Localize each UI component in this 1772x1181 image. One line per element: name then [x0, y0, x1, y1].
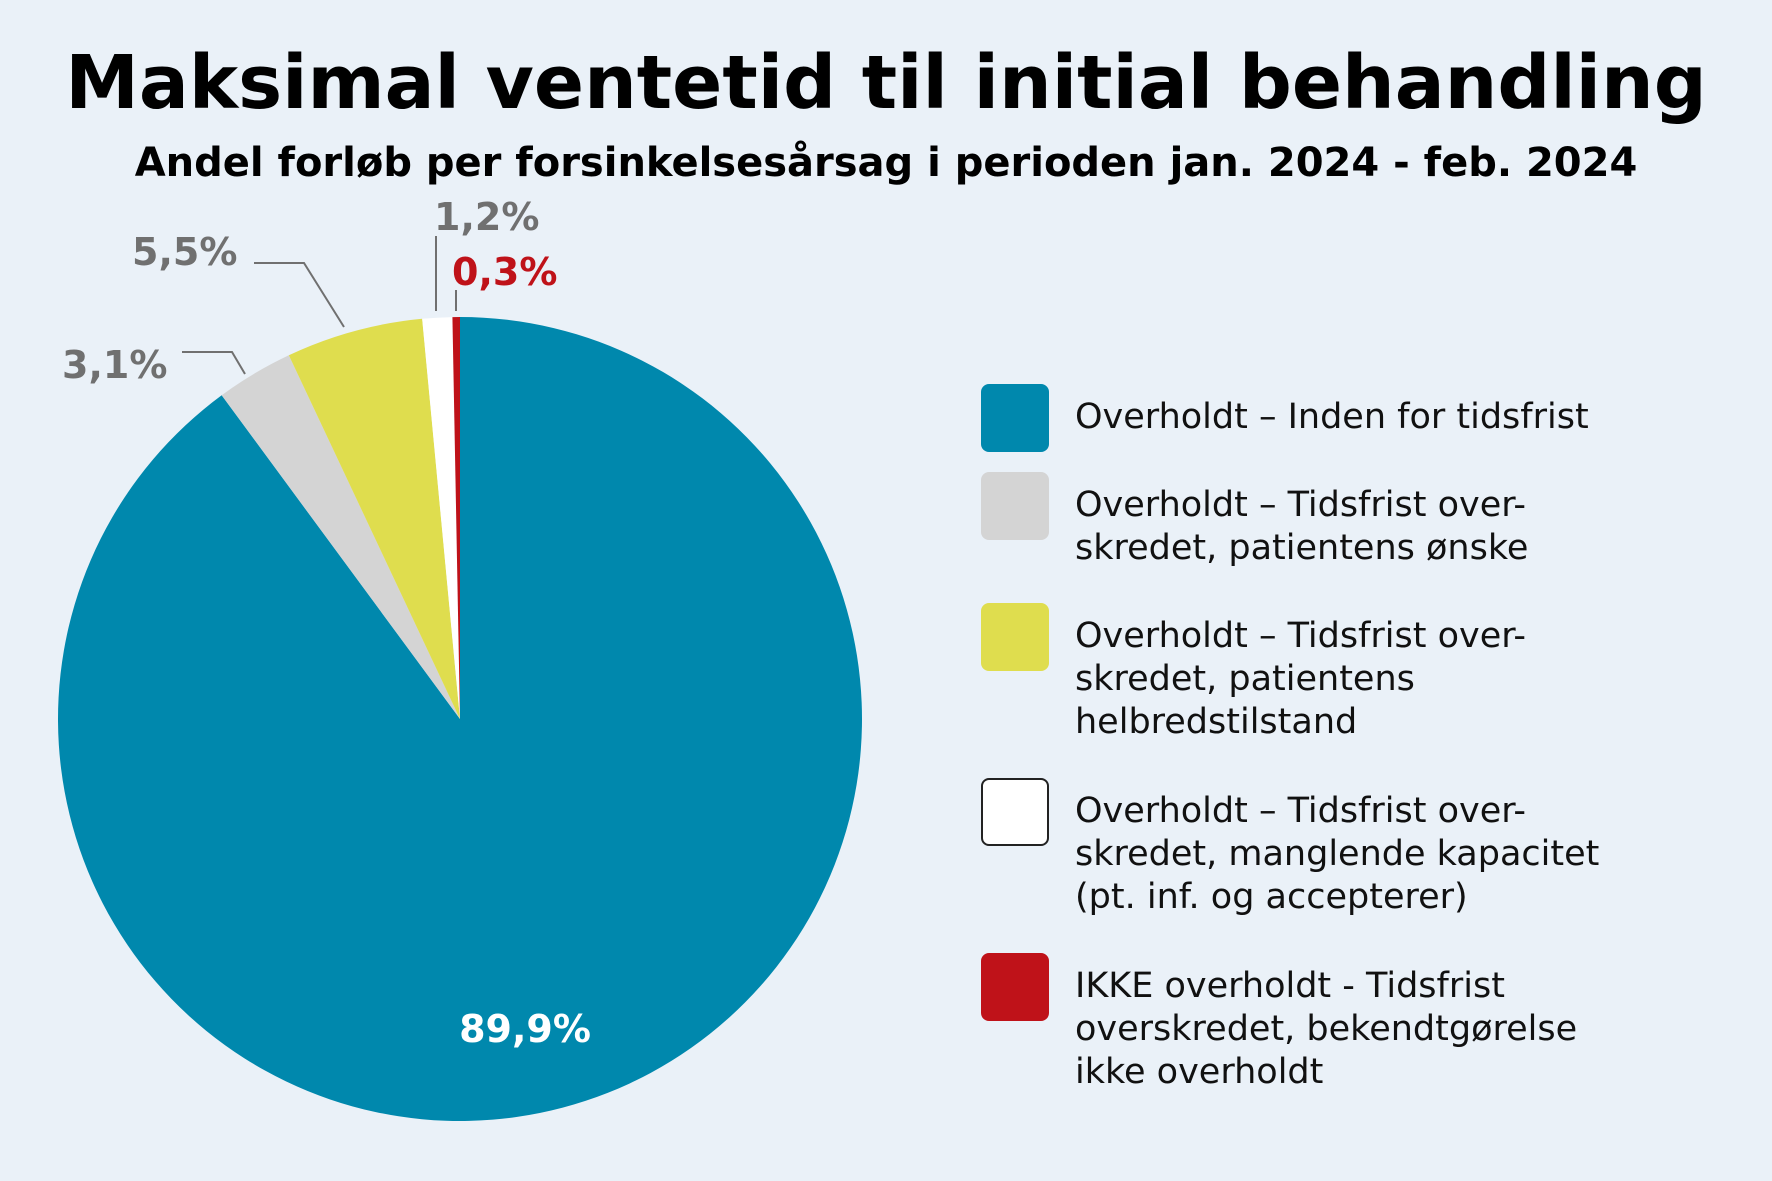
legend-swatch: [981, 603, 1049, 671]
legend-item: Overholdt – Tidsfrist over- skredet, pat…: [981, 472, 1528, 570]
data-label-0: 89,9%: [459, 1007, 591, 1051]
legend-label: Overholdt – Tidsfrist over- skredet, pat…: [1075, 485, 1529, 568]
pie-slice-3: [422, 317, 460, 719]
legend-swatch: [981, 953, 1049, 1021]
data-label-4: 0,3%: [452, 250, 557, 294]
chart-subtitle: Andel forløb per forsinkelsesårsag i per…: [134, 140, 1638, 186]
pie-slice-1: [221, 355, 460, 719]
legend-label: Overholdt – Tidsfrist over- skredet, pat…: [1075, 616, 1527, 742]
pie-slice-2: [288, 318, 460, 719]
data-label-3: 1,2%: [434, 195, 539, 239]
legend-label: Overholdt – Tidsfrist over- skredet, man…: [1075, 791, 1600, 917]
legend-label: IKKE overholdt - Tidsfrist overskredet, …: [1075, 966, 1578, 1092]
legend-label: Overholdt – Inden for tidsfrist: [1075, 397, 1589, 437]
pie-slice-4: [452, 317, 460, 719]
chart-title: Maksimal ventetid til initial behandling: [65, 40, 1707, 126]
leader-line-2: [254, 262, 345, 328]
legend-item: Overholdt – Tidsfrist over- skredet, pat…: [981, 603, 1526, 744]
legend-item: Overholdt – Inden for tidsfrist: [981, 384, 1589, 452]
data-label-1: 3,1%: [62, 343, 167, 387]
legend-swatch: [981, 472, 1049, 540]
legend-swatch: [981, 384, 1049, 452]
leader-line-1: [182, 351, 246, 375]
legend-item: Overholdt – Tidsfrist over- skredet, man…: [981, 778, 1599, 919]
legend-item: IKKE overholdt - Tidsfrist overskredet, …: [981, 953, 1577, 1094]
legend-swatch: [981, 778, 1049, 846]
data-label-2: 5,5%: [132, 230, 237, 274]
